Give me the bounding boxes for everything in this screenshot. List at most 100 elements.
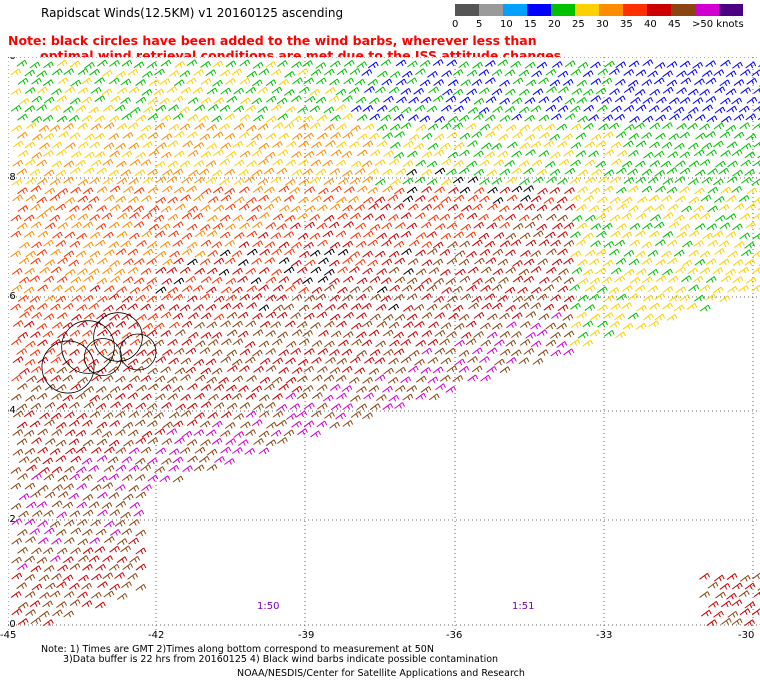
wind-barb	[82, 221, 94, 229]
wind-barb	[258, 304, 270, 312]
wind-barb	[576, 97, 588, 104]
wind-barb	[400, 230, 412, 238]
wind-barb	[390, 178, 401, 186]
wind-barb	[706, 115, 718, 123]
wind-barb	[159, 241, 171, 248]
wind-barb	[186, 439, 198, 446]
wind-barb	[380, 295, 392, 303]
wind-barb	[90, 159, 102, 167]
wind-barb	[558, 86, 569, 94]
wind-barb	[49, 520, 61, 528]
wind-barb	[744, 169, 756, 176]
wind-barb	[627, 312, 639, 320]
wind-barb	[37, 339, 48, 347]
wind-barb	[608, 287, 620, 294]
wind-barb	[693, 149, 705, 157]
wind-barb	[530, 322, 541, 330]
wind-barb	[635, 322, 647, 330]
wind-barb	[493, 232, 505, 239]
wind-barb	[335, 159, 347, 167]
wind-barb	[446, 331, 457, 338]
wind-barb	[44, 582, 56, 590]
wind-barb	[732, 169, 744, 177]
footnote-line-1: Note: 1) Times are GMT 2)Times along bot…	[41, 644, 434, 655]
wind-barb	[647, 176, 659, 184]
wind-barb	[147, 113, 159, 121]
wind-barb	[298, 140, 310, 148]
wind-barb	[745, 277, 757, 284]
wind-barb	[669, 97, 680, 105]
wind-barb	[304, 95, 316, 103]
wind-barb	[602, 259, 614, 267]
wind-barb	[193, 160, 205, 167]
wind-barb	[135, 114, 147, 122]
wind-barb	[52, 231, 63, 239]
wind-barb	[153, 412, 165, 419]
wind-barb	[285, 159, 297, 167]
wind-barb	[311, 374, 323, 382]
wind-barb	[649, 141, 660, 149]
wind-barb	[497, 295, 509, 302]
wind-barb	[614, 95, 626, 103]
wind-barb	[62, 574, 74, 582]
wind-barb	[11, 284, 23, 292]
wind-barb	[220, 87, 232, 95]
wind-barb	[402, 195, 414, 203]
wind-barb	[56, 59, 68, 67]
wind-barb	[484, 131, 496, 138]
wind-barb	[731, 149, 743, 157]
wind-barb	[194, 412, 205, 419]
wind-barb	[426, 105, 438, 113]
colorbar-swatch	[527, 4, 551, 16]
wind-barb	[17, 77, 29, 85]
wind-barb	[253, 366, 264, 373]
wind-barb	[62, 374, 74, 382]
wind-barb	[349, 286, 361, 293]
wind-barb	[89, 537, 101, 544]
wind-barb	[584, 159, 596, 167]
wind-barb	[648, 230, 660, 238]
wind-barb	[407, 150, 418, 158]
wind-barb	[537, 349, 549, 357]
wind-barb	[11, 572, 23, 580]
wind-barb	[297, 375, 308, 383]
wind-barb	[23, 286, 35, 294]
wind-barb	[89, 284, 101, 292]
wind-barb	[667, 151, 679, 159]
wind-barb	[103, 465, 115, 472]
wind-barb	[192, 212, 204, 220]
wind-barb	[603, 329, 615, 337]
wind-barb	[296, 321, 308, 329]
wind-barb	[253, 403, 264, 411]
wind-barb	[220, 393, 232, 401]
wind-barb	[56, 601, 67, 608]
wind-barb	[69, 510, 81, 518]
wind-barb	[286, 413, 297, 420]
wind-barb	[141, 88, 153, 96]
wind-barb	[225, 223, 236, 231]
wind-barb	[148, 149, 160, 157]
wind-barb	[64, 429, 76, 437]
wind-barb	[382, 132, 394, 140]
wind-barb	[225, 438, 237, 445]
wind-barb	[81, 600, 93, 608]
wind-barb	[213, 97, 225, 105]
wind-barb	[187, 312, 199, 320]
wind-barb	[168, 123, 180, 131]
wind-barb	[109, 260, 121, 267]
wind-barb	[739, 232, 751, 240]
wind-barb	[669, 113, 680, 121]
wind-barb	[258, 340, 270, 348]
wind-barb	[219, 430, 231, 437]
wind-barb	[181, 430, 193, 438]
wind-barb	[635, 140, 647, 148]
wind-barb	[77, 538, 89, 546]
wind-barb	[50, 356, 62, 364]
wind-barb	[329, 421, 340, 429]
wind-barb	[187, 150, 199, 157]
wind-barb	[415, 232, 427, 239]
wind-barb	[12, 320, 24, 327]
wind-barb	[523, 258, 535, 266]
wind-barb	[719, 295, 731, 303]
wind-barb	[538, 114, 550, 122]
